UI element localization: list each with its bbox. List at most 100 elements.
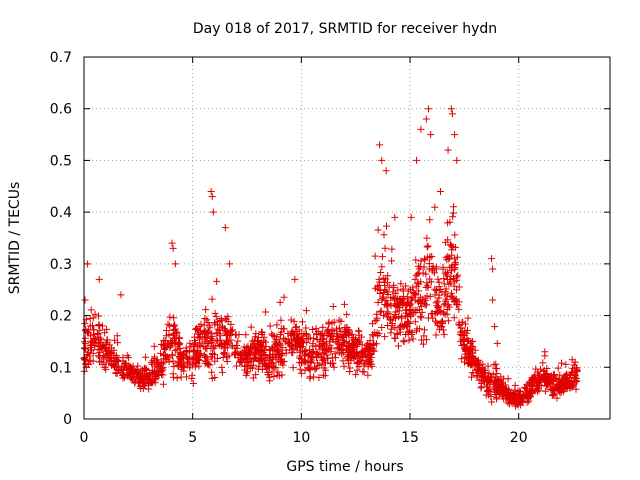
data-point — [166, 322, 174, 330]
data-point — [557, 359, 565, 367]
data-point — [324, 345, 332, 353]
data-point — [273, 321, 281, 329]
data-point — [319, 323, 327, 331]
data-point — [97, 357, 105, 365]
data-point — [410, 289, 418, 297]
data-point — [333, 345, 341, 353]
data-point — [333, 330, 341, 338]
data-point — [369, 330, 377, 338]
data-point — [221, 315, 229, 323]
data-point — [532, 365, 540, 373]
data-point — [413, 282, 421, 290]
data-point — [435, 291, 443, 299]
data-point — [270, 343, 278, 351]
data-point — [206, 361, 214, 369]
data-point — [216, 318, 224, 326]
data-point — [191, 348, 199, 356]
data-point — [511, 386, 519, 394]
data-point — [281, 336, 289, 344]
data-point — [323, 332, 331, 340]
data-point — [274, 350, 282, 358]
data-point — [85, 357, 93, 365]
data-point — [188, 375, 196, 383]
data-point — [420, 332, 428, 340]
data-point — [553, 375, 561, 383]
data-point — [366, 346, 374, 354]
data-point — [202, 306, 210, 314]
data-point — [534, 370, 542, 378]
data-point — [450, 282, 458, 290]
data-point — [396, 328, 404, 336]
data-point — [275, 358, 283, 366]
data-point — [223, 344, 231, 352]
data-point — [571, 372, 579, 380]
data-point — [170, 326, 178, 334]
data-point — [319, 338, 327, 346]
data-point — [561, 382, 569, 390]
data-point — [119, 354, 127, 362]
data-point — [331, 350, 339, 358]
data-point — [341, 328, 349, 336]
data-point — [440, 280, 448, 288]
data-point — [387, 325, 395, 333]
data-point — [214, 337, 222, 345]
data-point — [378, 324, 386, 332]
x-tick-label: 20 — [510, 430, 528, 446]
data-point — [203, 328, 211, 336]
data-point — [168, 239, 176, 247]
data-point — [251, 354, 259, 362]
data-point — [171, 321, 179, 329]
data-point — [479, 365, 487, 373]
data-point — [463, 335, 471, 343]
data-point — [489, 265, 497, 273]
data-point — [314, 350, 322, 358]
data-point — [471, 357, 479, 365]
data-point — [370, 341, 378, 349]
data-point — [451, 131, 459, 139]
data-point — [465, 360, 473, 368]
data-point — [232, 331, 240, 339]
data-point — [417, 125, 425, 133]
data-point — [314, 327, 322, 335]
data-point — [302, 331, 310, 339]
data-point — [417, 314, 425, 322]
data-point — [406, 327, 414, 335]
data-point — [418, 336, 426, 344]
data-point — [383, 313, 391, 321]
data-point — [183, 373, 191, 381]
data-point — [208, 368, 216, 376]
data-point — [309, 340, 317, 348]
data-point — [544, 380, 552, 388]
data-point — [570, 361, 578, 369]
data-point — [405, 336, 413, 344]
data-point — [92, 340, 100, 348]
data-point — [426, 275, 434, 283]
data-point — [315, 374, 323, 382]
data-point — [293, 346, 301, 354]
data-point — [119, 365, 127, 373]
data-point — [87, 346, 95, 354]
data-point — [449, 213, 457, 221]
data-point — [543, 370, 551, 378]
data-point — [142, 365, 150, 373]
data-point — [123, 352, 131, 360]
data-point — [277, 328, 285, 336]
data-point — [387, 294, 394, 302]
data-point — [151, 353, 159, 361]
data-point — [488, 374, 496, 382]
data-point — [81, 296, 89, 304]
data-point — [376, 308, 384, 316]
data-point — [105, 357, 113, 365]
data-point — [269, 331, 277, 339]
data-point — [120, 372, 128, 380]
data-point — [265, 363, 273, 371]
data-point — [402, 309, 410, 317]
data-point — [455, 305, 463, 313]
data-point — [204, 319, 212, 327]
data-point — [200, 328, 208, 336]
data-point — [451, 298, 459, 306]
data-point — [175, 352, 183, 360]
data-point — [451, 231, 459, 239]
data-point — [298, 318, 306, 326]
data-point — [291, 275, 299, 283]
